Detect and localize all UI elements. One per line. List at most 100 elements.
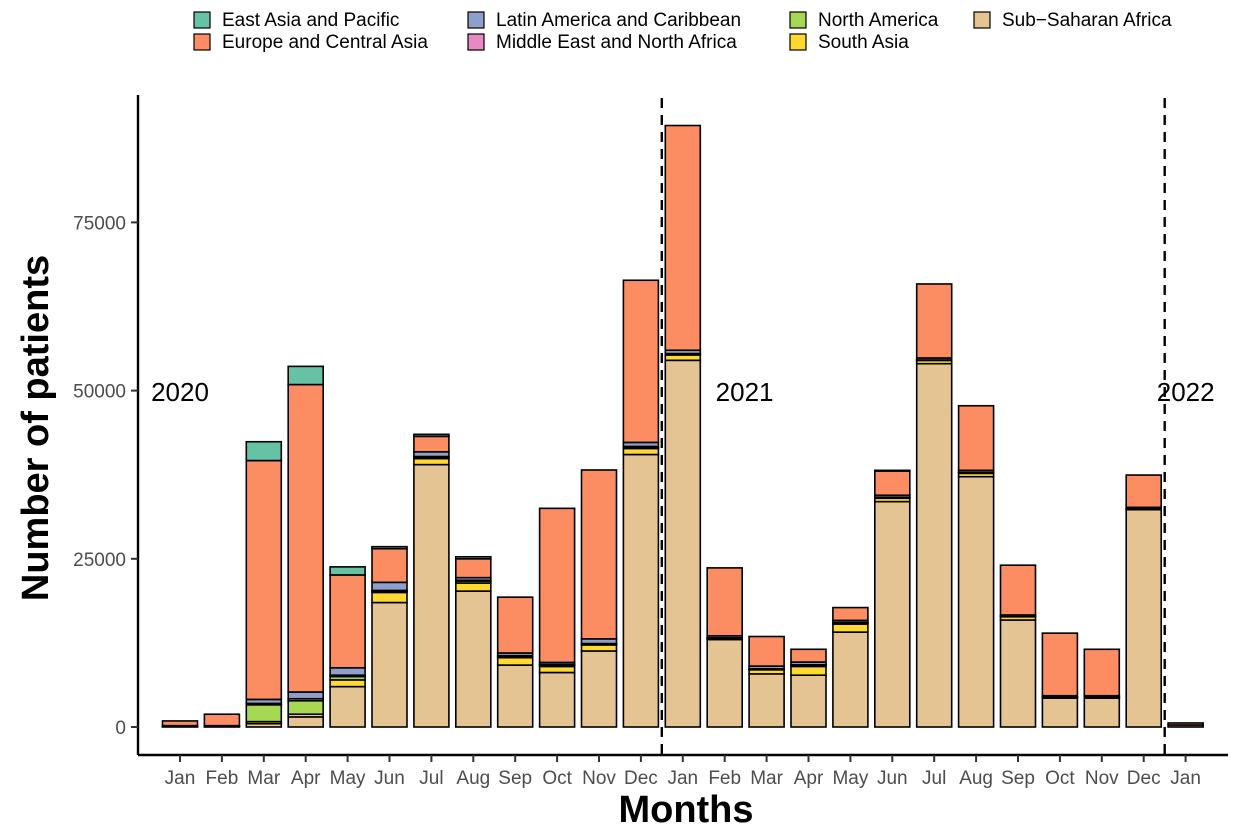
bar-segment [413, 457, 450, 466]
bar-segment [496, 664, 534, 728]
bar-segment [790, 648, 827, 663]
bar-segment [454, 557, 492, 579]
year-dividers [660, 98, 1166, 755]
legend-swatch [789, 11, 807, 29]
bar-segment [999, 564, 1037, 616]
bar-segment [622, 453, 660, 728]
legend-label: North America [818, 10, 939, 31]
bar-segment [790, 674, 827, 728]
bar-segment [957, 404, 995, 472]
x-tick-label: May [832, 768, 868, 789]
bar-segment [329, 685, 366, 728]
bar-segment [622, 279, 660, 444]
x-tick-label: Jul [419, 768, 443, 789]
legend-label: South Asia [818, 32, 909, 53]
bar-segment [832, 631, 869, 728]
bar-segment [1083, 697, 1121, 728]
x-tick-label: Jun [374, 768, 405, 789]
x-tick-label: May [330, 768, 366, 789]
bar-segment [371, 545, 408, 550]
x-axis: Jan Feb Mar Apr May Jun Jul Aug Sep Oct Nov Dec Jan F… [138, 753, 1228, 789]
bar-segment [371, 547, 408, 584]
bar-segment [1041, 632, 1079, 697]
x-tick-label: Oct [1045, 768, 1075, 789]
bar-segment [371, 601, 408, 728]
legend-swatch [193, 11, 211, 29]
legend-swatch [467, 33, 485, 51]
legend-swatch [193, 33, 211, 51]
bar-segment [413, 433, 450, 438]
bar-segment [538, 671, 576, 728]
bar-segment [538, 665, 576, 674]
bar-segment [287, 699, 325, 716]
x-tick-label: Aug [959, 768, 993, 789]
bar-segment [287, 716, 325, 728]
bar-segment [915, 362, 953, 728]
bar-segment [790, 665, 827, 677]
bar-segment [664, 124, 702, 352]
bar-segment [664, 354, 702, 362]
bar-segment [748, 635, 785, 667]
bar-segment [664, 359, 702, 728]
x-tick-label: Feb [708, 768, 741, 789]
bar-segment [371, 581, 408, 592]
bar-segment [1125, 508, 1162, 728]
bars [161, 124, 1204, 728]
y-axis-title: Number of patients [15, 255, 57, 601]
bar-segment [161, 720, 199, 727]
bar-segment [329, 566, 366, 576]
legend-swatch [467, 11, 485, 29]
x-tick-label: Dec [1127, 768, 1161, 789]
bar-segment [245, 703, 283, 723]
x-tick-label: Jan [667, 768, 698, 789]
x-tick-label: Feb [206, 768, 239, 789]
bar-segment [538, 507, 576, 664]
bar-segment [329, 574, 366, 669]
x-tick-label: Aug [456, 768, 490, 789]
x-tick-label: Sep [1001, 768, 1035, 789]
bar-segment [580, 644, 618, 652]
x-tick-label: Mar [247, 768, 280, 789]
x-tick-label: Apr [291, 768, 321, 789]
y-tick-label: 50000 [73, 382, 126, 403]
legend-label: Latin America and Caribbean [496, 10, 741, 31]
bar-segment [287, 365, 325, 386]
x-tick-label: Jun [877, 768, 908, 789]
bar-segment [1083, 648, 1121, 697]
bar-segment [706, 638, 744, 728]
x-tick-label: Sep [498, 768, 532, 789]
legend-label: Middle East and North Africa [496, 32, 737, 53]
y-axis: 0 25000 50000 75000 [73, 95, 140, 755]
x-tick-label: Jan [1170, 768, 1201, 789]
legend-label: Sub−Saharan Africa [1002, 10, 1172, 31]
legend-swatch [973, 11, 991, 29]
bar-segment [1167, 722, 1204, 726]
bar-segment [245, 459, 283, 701]
x-tick-label: Mar [750, 768, 783, 789]
x-tick-label: Apr [794, 768, 824, 789]
bar-segment [287, 691, 325, 700]
bar-segment [329, 679, 366, 688]
bar-segment [832, 623, 869, 633]
x-tick-label: Nov [582, 768, 616, 789]
bar-segment [873, 469, 911, 472]
bar-segment [873, 500, 911, 728]
bar-segment [287, 383, 325, 693]
bar-segment [580, 650, 618, 728]
legend-swatch [789, 33, 807, 51]
bar-segment [748, 673, 785, 728]
bar-segment [203, 713, 241, 727]
bar-segment [832, 606, 869, 622]
bar-segment [329, 666, 366, 676]
bar-segment [580, 469, 618, 640]
x-axis-title: Months [618, 789, 753, 831]
x-tick-label: Jul [922, 768, 946, 789]
bar-segment [454, 590, 492, 728]
year-label: 2021 [716, 377, 774, 407]
legend-label: East Asia and Pacific [222, 10, 399, 31]
bar-segment [1125, 474, 1162, 509]
bar-segment [496, 596, 534, 654]
x-tick-label: Nov [1085, 768, 1119, 789]
